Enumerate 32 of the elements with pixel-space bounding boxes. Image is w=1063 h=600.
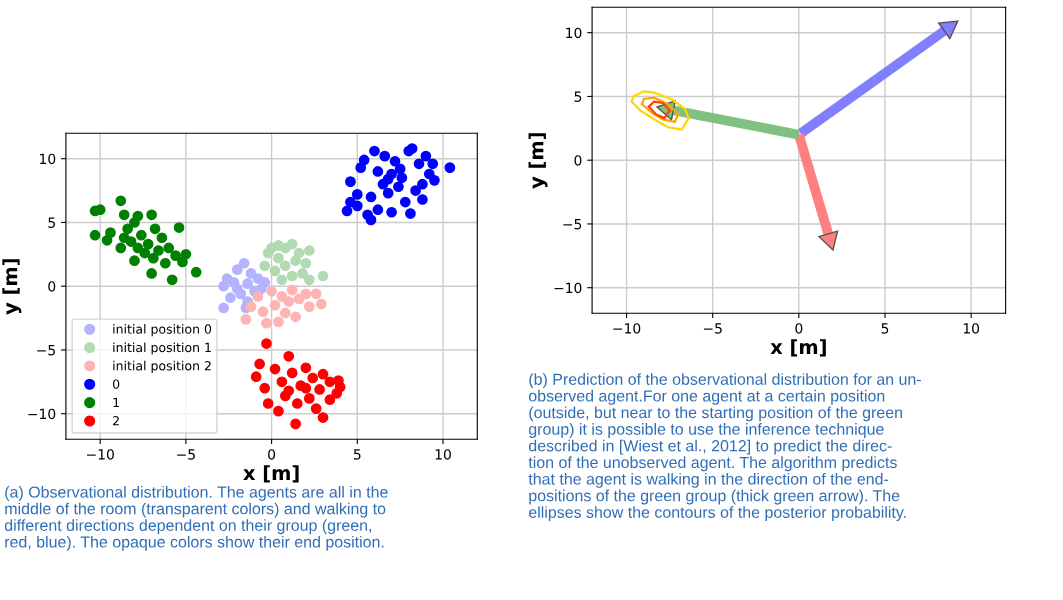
legend-label: initial position 2 [113,360,211,373]
text: (a) Observational distribution. The agents are all in the middle of the room (transparent colors) and walking to different directions dependent on their group (green, red, blue). The opaque colors show their end position. [4,486,388,551]
y-tick-label: 5 [574,91,582,102]
x-tick-label: 10 [435,449,451,460]
y-tick-label: −5 [563,219,582,230]
x-tick-label: 0 [795,323,803,334]
x-tick-label: 0 [268,449,276,460]
y-axis-title: y [m] [2,259,22,315]
x-tick-label: 5 [353,449,361,460]
x-tick-label: −10 [613,323,641,334]
y-tick-label: 0 [48,281,56,292]
y-tick-label: −10 [28,408,56,420]
y-tick-label: −10 [554,282,582,294]
legend-label: initial position 0 [113,324,212,337]
x-tick-label: 5 [881,323,889,334]
x-axis-title: x [m] [770,339,826,357]
x-tick-label: −5 [703,323,722,334]
y-tick-label: 0 [574,155,582,166]
y-axis-title: y [m] [528,133,548,189]
x-tick-label: −5 [177,449,195,460]
legend-label: initial position 1 [113,342,211,355]
legend-label: 1 [113,397,119,407]
legend-label: 0 [112,379,120,389]
legend-label: 2 [113,416,119,426]
x-axis-title: x [m] [243,465,299,483]
x-tick-label: −10 [87,449,114,460]
x-tick-label: 10 [963,323,980,334]
y-tick-label: −5 [37,345,55,356]
y-tick-label: 10 [40,153,56,165]
text: (b) Prediction of the observational distribution for an un- observed agent.For one agent at a certain position (outside, but near to the starting position of the green group) it is possible to use the inference technique described in [Wiest et al., 2012] to predict the direc- tion of the unobserved agent. The algorithm predicts that the agent is walking in the direction of the end- positions of the green group (thick green arrow). The ellipses show the contours of the posterior probability. [528,373,921,522]
y-tick-label: 5 [48,217,55,228]
y-tick-label: 10 [566,27,582,39]
